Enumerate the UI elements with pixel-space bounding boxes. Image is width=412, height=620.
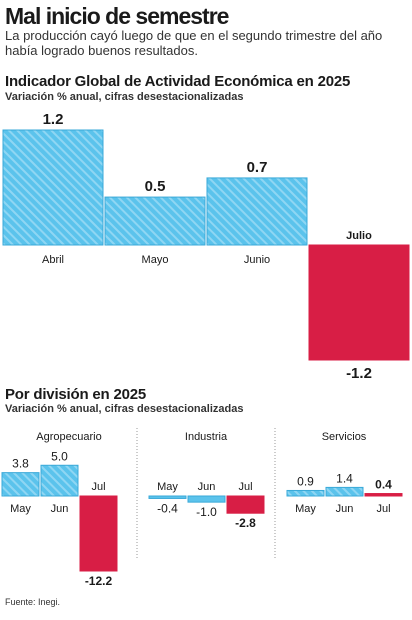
value-label: 1.2 <box>43 111 64 128</box>
panel-title: Industria <box>185 431 228 443</box>
value-label: 3.8 <box>12 457 29 471</box>
value-label: -1.2 <box>346 365 372 382</box>
category-label: Jul <box>91 481 105 493</box>
bar-servicios-jun <box>325 486 364 497</box>
bar-abril <box>2 129 104 246</box>
category-label: Julio <box>346 230 372 242</box>
source-note: Fuente: Inegi. <box>5 597 61 607</box>
value-label: 0.4 <box>375 478 392 492</box>
chart1-subtitle: Variación % anual, cifras desestacionali… <box>5 91 244 103</box>
bar-agropecuario-jun <box>40 464 79 497</box>
bar-mayo <box>104 196 206 246</box>
category-label: Jun <box>336 503 354 515</box>
category-label: Jul <box>376 503 390 515</box>
bar-servicios-may <box>286 489 325 497</box>
chart2-title: Por división en 2025 <box>5 386 147 403</box>
value-label: -0.4 <box>157 501 178 515</box>
panel-title: Agropecuario <box>36 431 101 443</box>
value-label: 0.5 <box>145 178 166 195</box>
category-label: May <box>157 481 178 493</box>
category-label: May <box>295 503 316 515</box>
bar-agropecuario-jul <box>79 495 118 572</box>
category-label: Jun <box>51 503 69 515</box>
division-bar-charts: Agropecuario 3.8 May 5.0 Jun Jul -12.2 Industri… <box>1 428 403 588</box>
category-label: May <box>10 503 31 515</box>
value-label: 0.9 <box>297 474 314 488</box>
bar-industria-may <box>148 495 187 499</box>
bar-servicios-jul <box>364 493 403 497</box>
bar-julio <box>308 244 410 361</box>
chart2-subtitle: Variación % anual, cifras desestacionali… <box>5 403 244 415</box>
bar-agropecuario-may <box>1 472 40 497</box>
value-label: -12.2 <box>85 574 113 588</box>
value-label: -2.8 <box>235 516 256 530</box>
category-label: Junio <box>244 254 270 266</box>
chart1-title: Indicador Global de Actividad Económica … <box>5 73 351 90</box>
bar-junio <box>206 177 308 246</box>
bar-industria-jun <box>187 495 226 503</box>
panel-title: Servicios <box>322 431 367 443</box>
value-label: 5.0 <box>51 449 68 463</box>
dek: La producción cayó luego de que en el se… <box>5 28 383 58</box>
bar-industria-jul <box>226 495 265 514</box>
value-label: -1.0 <box>196 505 217 519</box>
category-label: Abril <box>42 254 64 266</box>
category-label: Jul <box>238 481 252 493</box>
main-bar-chart: 1.2 Abril 0.5 Mayo 0.7 Junio Julio -1.2 <box>2 111 410 382</box>
headline: Mal inicio de semestre <box>5 3 229 29</box>
value-label: 1.4 <box>336 471 353 485</box>
category-label: Mayo <box>142 254 169 266</box>
value-label: 0.7 <box>247 159 268 176</box>
category-label: Jun <box>198 481 216 493</box>
